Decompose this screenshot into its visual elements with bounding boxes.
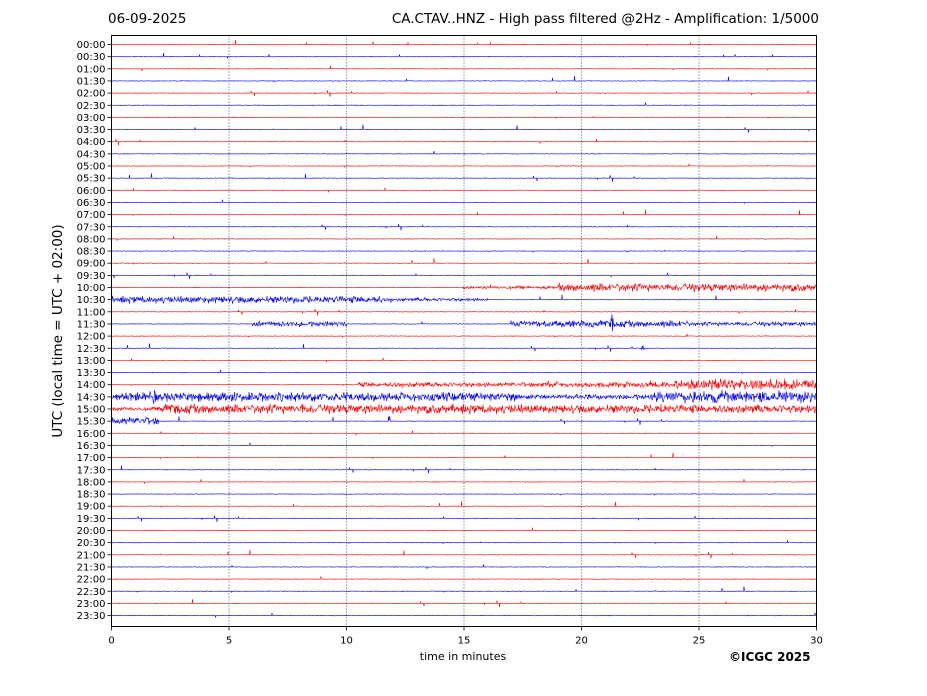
trace-1600 [111, 430, 817, 436]
plot-frame [111, 35, 817, 627]
y-tick-label: 22:00 [77, 575, 106, 586]
y-tick-label: 12:30 [77, 344, 106, 355]
y-tick-label: 21:30 [77, 562, 106, 573]
y-tick-label: 21:00 [77, 550, 106, 561]
x-tick-label: 30 [810, 636, 823, 647]
y-tick-label: 17:00 [77, 453, 106, 464]
trace-0600 [111, 187, 817, 193]
y-tick-label: 14:30 [77, 392, 106, 403]
x-tick-label: 25 [693, 636, 706, 647]
copyright-label: ©ICGC 2025 [729, 650, 811, 664]
trace-0530 [111, 173, 817, 182]
y-tick-label: 09:30 [77, 271, 106, 282]
x-axis: 0 5 10 15 20 25 30 [108, 626, 823, 647]
y-tick-label: 04:00 [77, 137, 106, 148]
y-tick-label: 03:30 [77, 125, 106, 136]
trace-0630 [111, 199, 817, 204]
y-tick-label: 08:30 [77, 247, 106, 258]
y-tick-label: 22:30 [77, 587, 106, 598]
y-tick-label: 23:30 [77, 611, 106, 622]
trace-0730 [111, 223, 817, 231]
chart-title: CA.CTAV..HNZ - High pass filtered @2Hz -… [391, 11, 819, 27]
trace-0800 [111, 236, 817, 242]
y-tick-label: 14:00 [77, 380, 106, 391]
y-tick-label: 15:00 [77, 405, 106, 416]
x-tick-label: 0 [108, 636, 114, 647]
y-tick-label: 18:00 [77, 477, 106, 488]
trace-1900 [111, 501, 817, 508]
y-tick-label: 02:00 [77, 89, 106, 100]
trace-0100 [111, 65, 817, 72]
trace-1730 [111, 465, 817, 474]
y-tick-label: 20:30 [77, 538, 106, 549]
y-tick-label: 05:30 [77, 174, 106, 185]
y-tick-label: 07:30 [77, 222, 106, 233]
x-tick-label: 10 [340, 636, 353, 647]
y-tick-label: 08:00 [77, 234, 106, 245]
trace-1530 [111, 416, 817, 425]
y-tick-label: 06:00 [77, 186, 106, 197]
trace-1630 [111, 442, 817, 447]
y-tick-label: 19:00 [77, 502, 106, 513]
y-tick-label: 00:30 [77, 52, 106, 63]
x-axis-label: time in minutes [420, 650, 507, 663]
y-tick-label: 05:00 [77, 162, 106, 173]
trace-1000 [111, 282, 817, 293]
y-tick-label: 23:00 [77, 599, 106, 610]
trace-1130 [111, 314, 817, 332]
y-tick-label: 17:30 [77, 465, 106, 476]
y-tick-label: 16:00 [77, 429, 106, 440]
trace-1830 [111, 492, 817, 496]
y-tick-label: 15:30 [77, 417, 106, 428]
y-tick-label: 00:00 [77, 40, 106, 51]
trace-0700 [111, 209, 817, 217]
trace-1800 [111, 479, 817, 485]
trace-2100 [111, 549, 817, 559]
y-tick-label: 12:00 [77, 332, 106, 343]
y-tick-label: 04:30 [77, 149, 106, 160]
y-tick-label: 10:30 [77, 295, 106, 306]
date-label: 06-09-2025 [108, 11, 187, 27]
trace-2130 [111, 564, 817, 570]
trace-1030 [111, 294, 817, 304]
y-axis-label: UTC (local time = UTC + 02:00) [50, 224, 66, 437]
trace-2330 [111, 612, 817, 619]
y-tick-label: 03:00 [77, 113, 106, 124]
trace-0830 [111, 249, 817, 253]
y-tick-label: 13:00 [77, 356, 106, 367]
y-tick-label: 01:30 [77, 76, 106, 87]
y-tick-label: 09:00 [77, 259, 106, 270]
y-tick-label: 13:30 [77, 368, 106, 379]
x-tick-label: 5 [226, 636, 232, 647]
y-tick-label: 18:30 [77, 490, 106, 501]
y-tick-label: 07:00 [77, 210, 106, 221]
x-tick-label: 20 [575, 636, 588, 647]
y-tick-label: 02:30 [77, 101, 106, 112]
x-tick-label: 15 [458, 636, 471, 647]
y-tick-label: 16:30 [77, 441, 106, 452]
y-tick-label: 19:30 [77, 514, 106, 525]
y-tick-label: 20:00 [77, 526, 106, 537]
y-tick-label: 10:00 [77, 283, 106, 294]
y-tick-label: 11:00 [77, 307, 106, 318]
y-tick-label: 01:00 [77, 64, 106, 75]
trace-0500 [111, 163, 817, 168]
trace-0900 [111, 258, 817, 265]
y-tick-label: 06:30 [77, 198, 106, 209]
trace-1700 [111, 452, 817, 460]
trace-0430 [111, 151, 817, 155]
grid-group [228, 35, 700, 627]
y-tick-label: 11:30 [77, 319, 106, 330]
